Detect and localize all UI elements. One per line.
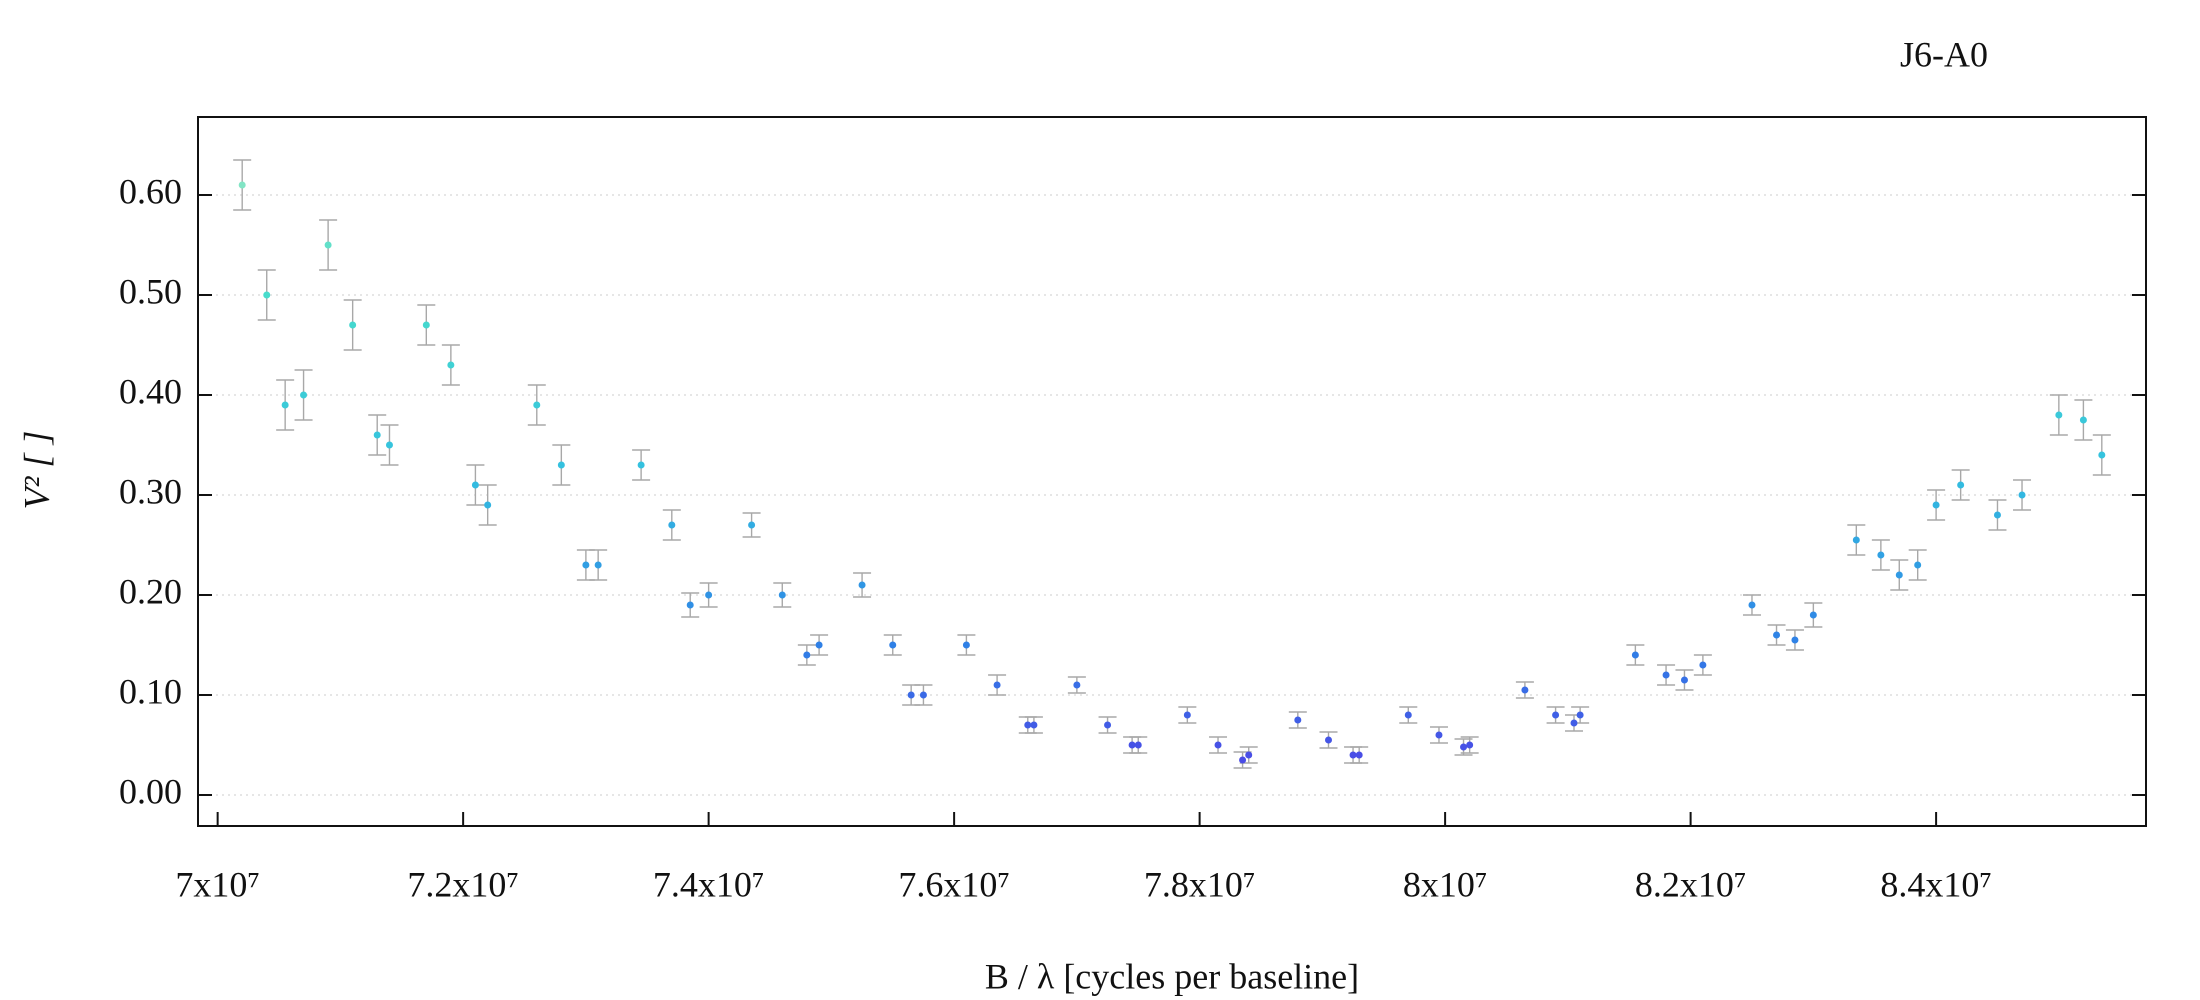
y-tick-label: 0.50 — [119, 271, 182, 311]
x-tick-label: 7x10⁷ — [175, 864, 260, 904]
data-point — [557, 461, 565, 469]
x-axis-label: B / λ [cycles per baseline] — [985, 956, 1359, 996]
data-point — [1404, 711, 1412, 719]
x-tick-label: 7.8x10⁷ — [1144, 864, 1256, 904]
data-point — [705, 591, 713, 599]
data-point — [1183, 711, 1191, 719]
data-point — [238, 181, 246, 189]
y-tick-label: 0.30 — [119, 471, 182, 511]
data-point — [1104, 721, 1112, 729]
data-point — [281, 401, 289, 409]
data-point — [993, 681, 1001, 689]
data-point — [1877, 551, 1885, 559]
data-point — [668, 521, 676, 529]
data-point — [637, 461, 645, 469]
data-point — [2055, 411, 2063, 419]
data-point — [582, 561, 590, 569]
data-point — [907, 691, 915, 699]
data-point — [1552, 711, 1560, 719]
data-point — [1460, 743, 1468, 751]
plot-frame — [197, 116, 2147, 827]
data-point — [1521, 686, 1529, 694]
data-point — [1662, 671, 1670, 679]
data-point — [1349, 751, 1357, 759]
data-point — [422, 321, 430, 329]
y-tick-label: 0.10 — [119, 671, 182, 711]
data-point — [533, 401, 541, 409]
data-point — [1680, 676, 1688, 684]
data-point — [1355, 751, 1363, 759]
data-point — [1030, 721, 1038, 729]
data-point — [484, 501, 492, 509]
data-point — [1128, 741, 1136, 749]
data-point — [1435, 731, 1443, 739]
data-point — [1791, 636, 1799, 644]
x-tick-label: 8.4x10⁷ — [1880, 864, 1992, 904]
data-point — [815, 641, 823, 649]
data-point — [349, 321, 357, 329]
y-tick-label: 0.60 — [119, 171, 182, 211]
chart-title: J6-A0 — [1900, 34, 1988, 74]
data-point — [263, 291, 271, 299]
x-tick-label: 7.6x10⁷ — [898, 864, 1010, 904]
data-point — [1631, 651, 1639, 659]
plot-area: 0.00 0.10 0.20 0.30 0.40 0.50 0.60 7x10⁷ 7.2x10⁷… — [119, 159, 2146, 904]
y-tick-label: 0.40 — [119, 371, 182, 411]
data-point — [1073, 681, 1081, 689]
data-point — [324, 241, 332, 249]
data-point — [1852, 536, 1860, 544]
y-tick-label: 0.00 — [119, 771, 182, 811]
data-point — [778, 591, 786, 599]
data-point — [2079, 416, 2087, 424]
data-point — [858, 581, 866, 589]
data-point — [1466, 741, 1474, 749]
data-point — [1325, 736, 1333, 744]
data-point — [373, 431, 381, 439]
data-point — [1239, 756, 1247, 764]
data-point — [1134, 741, 1142, 749]
data-point — [1214, 741, 1222, 749]
data-point — [962, 641, 970, 649]
data-point — [594, 561, 602, 569]
y-tick-label: 0.20 — [119, 571, 182, 611]
data-point — [1914, 561, 1922, 569]
data-point — [686, 601, 694, 609]
x-tick-label: 8x10⁷ — [1403, 864, 1488, 904]
data-point — [2098, 451, 2106, 459]
data-point — [919, 691, 927, 699]
data-point — [748, 521, 756, 529]
data-point — [889, 641, 897, 649]
y-axis-label: V² [ ] — [16, 431, 56, 510]
data-point — [1773, 631, 1781, 639]
data-point — [1570, 719, 1578, 727]
data-point — [471, 481, 479, 489]
x-tick-label: 7.2x10⁷ — [407, 864, 519, 904]
data-point — [447, 361, 455, 369]
data-point — [1809, 611, 1817, 619]
data-point — [1932, 501, 1940, 509]
data-point — [1699, 661, 1707, 669]
data-point — [1895, 571, 1903, 579]
data-point — [803, 651, 811, 659]
data-point — [1957, 481, 1965, 489]
data-point — [300, 391, 308, 399]
data-point — [1245, 751, 1253, 759]
data-point — [1024, 721, 1032, 729]
data-point — [1993, 511, 2001, 519]
x-tick-label: 7.4x10⁷ — [653, 864, 765, 904]
data-point — [385, 441, 393, 449]
data-point — [1748, 601, 1756, 609]
data-point — [1294, 716, 1302, 724]
data-point — [1576, 711, 1584, 719]
x-tick-label: 8.2x10⁷ — [1635, 864, 1747, 904]
data-point — [2018, 491, 2026, 499]
